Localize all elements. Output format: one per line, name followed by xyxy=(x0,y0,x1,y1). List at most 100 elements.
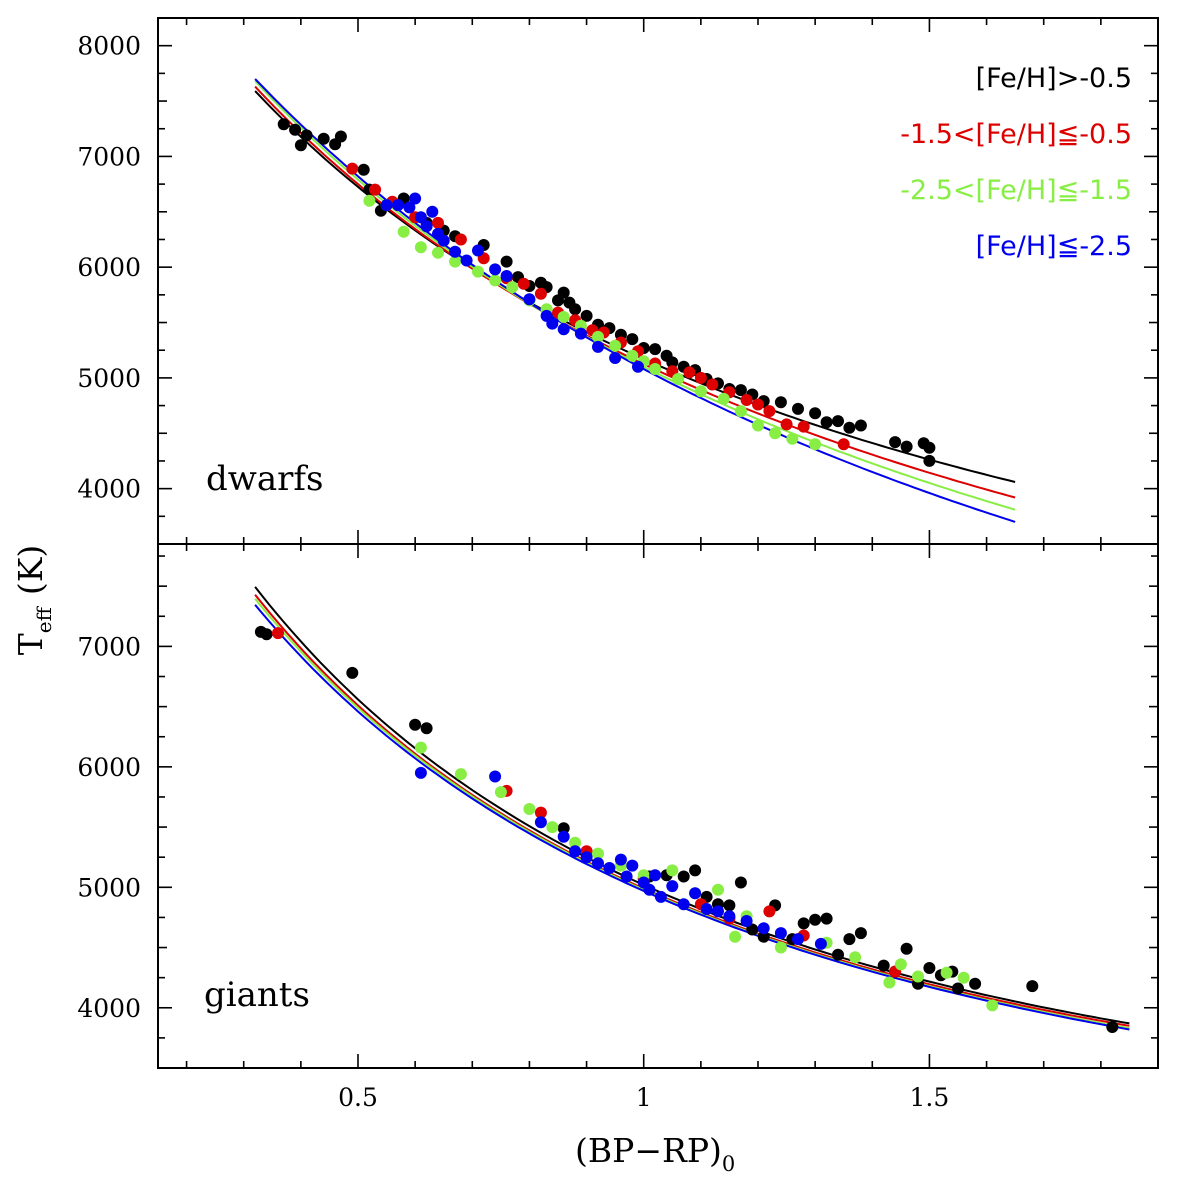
data-point-fehle-2-5 xyxy=(603,862,616,874)
y-tick-label: 5000 xyxy=(77,873,141,902)
data-point-2-5ltfehle-1-5 xyxy=(717,392,730,405)
data-point-2-5ltfehle-1-5 xyxy=(957,971,970,984)
data-point-fehle-2-5 xyxy=(740,915,753,927)
data-point-2-5ltfehle-1-5 xyxy=(774,941,787,954)
data-point-fehgt-0-5 xyxy=(757,930,770,943)
data-point-fehle-2-5 xyxy=(792,933,804,946)
data-point-2-5ltfehle-1-5 xyxy=(894,958,907,971)
dwarfs-panel: 4000 5000 6000 7000 8000 dwarfs [Fe/H]>-0.5 -… xyxy=(77,17,1159,545)
giants-data-points xyxy=(254,625,1119,1033)
data-point-2-5ltfehle-1-5 xyxy=(712,883,724,896)
x-axis-title: (BP−RP)0 xyxy=(575,1131,735,1176)
data-point-fehle-2-5 xyxy=(500,270,513,282)
giants-fit-curves xyxy=(254,586,1130,1031)
data-point-fehle-2-5 xyxy=(409,192,422,205)
data-point-2-5ltfehle-1-5 xyxy=(672,373,684,385)
data-point-fehle-2-5 xyxy=(523,293,536,306)
data-point-fehle-2-5 xyxy=(580,851,593,864)
data-point-fehle-2-5 xyxy=(414,211,427,224)
data-point-1-5ltfehle-0-5 xyxy=(763,905,776,918)
data-point-fehle-2-5 xyxy=(592,857,604,870)
data-point-fehle-2-5 xyxy=(614,853,627,866)
dwarfs-ticks xyxy=(158,17,1158,545)
data-point-fehle-2-5 xyxy=(700,903,713,915)
y-axis-title-subscript: eff xyxy=(32,605,56,633)
data-point-2-5ltfehle-1-5 xyxy=(649,363,662,375)
data-point-fehgt-0-5 xyxy=(774,396,787,409)
data-point-fehgt-0-5 xyxy=(346,666,359,679)
data-point-fehgt-0-5 xyxy=(734,876,747,889)
data-point-fehgt-0-5 xyxy=(832,415,844,428)
data-point-2-5ltfehle-1-5 xyxy=(592,847,604,860)
data-point-fehgt-0-5 xyxy=(746,923,759,936)
data-point-fehgt-0-5 xyxy=(843,933,856,946)
data-point-fehle-2-5 xyxy=(403,201,416,214)
data-point-2-5ltfehle-1-5 xyxy=(609,339,622,352)
data-point-fehle-2-5 xyxy=(649,869,662,882)
data-point-fehle-2-5 xyxy=(380,199,393,212)
data-point-fehgt-0-5 xyxy=(877,959,890,972)
data-point-fehgt-0-5 xyxy=(917,437,930,450)
data-point-fehgt-0-5 xyxy=(832,948,844,961)
y-tick-label: 7000 xyxy=(77,632,141,661)
data-point-fehle-2-5 xyxy=(814,937,827,950)
data-point-2-5ltfehle-1-5 xyxy=(729,930,742,943)
legend-entry-fehle-2-5: [Fe/H]≦-2.5 xyxy=(976,231,1132,262)
data-point-fehgt-0-5 xyxy=(809,913,822,926)
data-point-2-5ltfehle-1-5 xyxy=(769,427,782,440)
data-point-1-5ltfehle-0-5 xyxy=(763,405,776,418)
data-point-2-5ltfehle-1-5 xyxy=(569,836,582,849)
data-point-fehgt-0-5 xyxy=(843,421,856,434)
data-point-fehle-2-5 xyxy=(534,816,547,829)
data-point-fehgt-0-5 xyxy=(923,962,936,974)
data-point-2-5ltfehle-1-5 xyxy=(557,311,570,323)
data-point-fehgt-0-5 xyxy=(900,942,913,955)
data-point-1-5ltfehle-0-5 xyxy=(694,371,707,384)
data-point-2-5ltfehle-1-5 xyxy=(849,951,862,964)
data-point-fehgt-0-5 xyxy=(500,255,513,268)
legend: [Fe/H]>-0.5 -1.5<[Fe/H]≦-0.5 -2.5<[Fe/H]≦-… xyxy=(900,63,1132,262)
data-point-fehle-2-5 xyxy=(654,890,667,903)
x-tick-label: 1 xyxy=(636,1083,652,1112)
data-point-2-5ltfehle-1-5 xyxy=(506,281,519,294)
legend-entry-2-5ltfehle-1-5: -2.5<[Fe/H]≦-1.5 xyxy=(900,175,1132,206)
data-point-fehle-2-5 xyxy=(689,887,702,900)
data-point-fehgt-0-5 xyxy=(277,118,290,131)
data-point-fehgt-0-5 xyxy=(626,333,639,346)
data-point-fehgt-0-5 xyxy=(300,129,313,142)
data-point-2-5ltfehle-1-5 xyxy=(694,385,707,398)
data-point-fehle-2-5 xyxy=(420,220,433,233)
data-point-fehgt-0-5 xyxy=(820,912,833,925)
y-tick-label: 5000 xyxy=(77,364,141,393)
data-point-2-5ltfehle-1-5 xyxy=(363,194,376,207)
y-axis-title-unit: (K) xyxy=(11,545,50,595)
data-point-fehgt-0-5 xyxy=(666,356,679,369)
data-point-1-5ltfehle-0-5 xyxy=(272,627,284,640)
data-point-2-5ltfehle-1-5 xyxy=(626,349,639,362)
data-point-2-5ltfehle-1-5 xyxy=(472,265,484,278)
data-point-fehgt-0-5 xyxy=(889,436,902,449)
fit-curve-1-5ltfehle-0-5 xyxy=(254,594,1130,1027)
data-point-2-5ltfehle-1-5 xyxy=(494,786,507,799)
data-point-fehgt-0-5 xyxy=(557,286,570,299)
giants-panel: 4000 5000 6000 7000 0.5 1 1.5 giants xyxy=(77,543,1159,1112)
dwarfs-data-points xyxy=(277,118,936,467)
data-point-fehle-2-5 xyxy=(677,898,690,911)
data-point-fehle-2-5 xyxy=(437,234,450,247)
data-point-2-5ltfehle-1-5 xyxy=(752,419,764,432)
x-tick-label: 1.5 xyxy=(910,1083,950,1112)
fit-curve-2-5ltfehle-1-5 xyxy=(254,598,1130,1030)
y-tick-label: 6000 xyxy=(77,253,141,282)
x-tick-label: 0.5 xyxy=(338,1083,378,1112)
data-point-fehle-2-5 xyxy=(489,770,502,783)
data-point-2-5ltfehle-1-5 xyxy=(734,405,747,418)
x-axis-title-main: (BP−RP) xyxy=(575,1131,722,1170)
data-point-fehle-2-5 xyxy=(712,905,724,918)
data-point-fehgt-0-5 xyxy=(289,123,302,136)
data-point-2-5ltfehle-1-5 xyxy=(986,999,999,1012)
data-point-fehgt-0-5 xyxy=(1106,1021,1119,1033)
data-point-2-5ltfehle-1-5 xyxy=(940,966,953,979)
dwarfs-y-tick-labels: 4000 5000 6000 7000 8000 xyxy=(77,32,141,504)
data-point-2-5ltfehle-1-5 xyxy=(809,438,822,451)
